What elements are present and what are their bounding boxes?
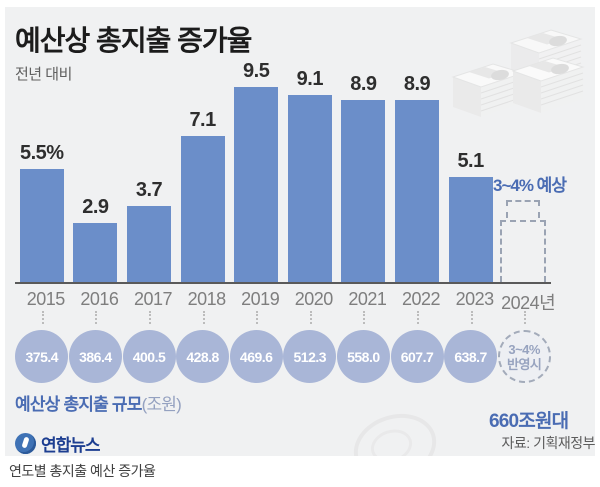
bar-value-label-2020: 9.1: [296, 68, 324, 90]
bar-value-label-2016: 2.9: [82, 196, 109, 218]
expenditure-circle-2020: 512.3: [283, 330, 337, 383]
year-label-2020: 2020: [294, 289, 334, 309]
bar-2016: [73, 223, 118, 282]
tick-2018: [202, 311, 205, 324]
year-label-2017: 2017: [133, 289, 173, 309]
forecast-range-upper-dashed-box: [506, 200, 540, 218]
yonhap-logo-icon: [15, 433, 36, 454]
forecast-circle: 3~4% 반영시: [497, 330, 551, 383]
x-axis-line: [15, 282, 551, 284]
bar-2020: [287, 95, 332, 282]
expenditure-circle-2021: 558.0: [336, 330, 390, 383]
year-label-2015: 2015: [26, 289, 66, 309]
expenditure-series-label-unit: (조원): [141, 395, 182, 414]
tick-2023: [470, 311, 473, 324]
bar-chart-plot: 3~4% 예상 5.5% 2015 375.4 2.9 2016 386.4 3.7 2017…: [5, 7, 595, 456]
bar-2023: [448, 177, 493, 282]
bar-value-label-2015: 5.5%: [20, 142, 64, 164]
bar-value-label-2019: 9.5: [243, 60, 270, 82]
tick-2016: [95, 311, 98, 324]
year-label-2022: 2022: [401, 289, 441, 309]
year-label-2021: 2021: [348, 289, 387, 309]
bar-value-label-2022: 8.9: [403, 73, 431, 95]
chart-panel: 예산상 총지출 증가율 전년 대비: [5, 7, 595, 456]
image-caption: 연도별 총지출 예산 증가율: [9, 463, 156, 479]
expenditure-circle-2018: 428.8: [176, 330, 230, 383]
expenditure-circle-2022: 607.7: [390, 330, 444, 383]
bar-value-label-2017: 3.7: [135, 179, 163, 201]
bar-2017: [127, 206, 171, 282]
bar-value-label-2021: 8.9: [350, 73, 377, 95]
bar-2019: [234, 87, 279, 282]
tick-2021: [363, 311, 366, 324]
expenditure-circle-2015: 375.4: [15, 330, 69, 383]
year-label-2023: 2023: [455, 289, 495, 309]
data-source: 자료: 기획재정부: [501, 435, 595, 451]
year-label-2024년: 2024년: [501, 293, 556, 313]
year-label-2016: 2016: [80, 289, 119, 309]
expenditure-circle-2016: 386.4: [68, 330, 122, 383]
tick-2017: [149, 311, 151, 324]
forecast-label: 3~4% 예상: [493, 176, 567, 195]
tick-2024년: [524, 311, 527, 324]
year-label-2018: 2018: [187, 289, 227, 309]
yonhap-news-logo: 연합뉴스: [15, 431, 101, 456]
forecast-range-lower-dashed-box: [500, 220, 546, 282]
expenditure-circle-2023: 638.7: [444, 330, 498, 383]
tick-2019: [256, 311, 259, 324]
expenditure-series-label-main: 예산상 총지출 규모: [15, 395, 142, 414]
bar-2018: [180, 136, 225, 282]
bar-2021: [341, 100, 386, 282]
bar-value-label-2023: 5.1: [457, 150, 484, 172]
bar-value-label-2018: 7.1: [189, 109, 216, 131]
expenditure-circle-2019: 469.6: [229, 330, 283, 383]
tick-2020: [309, 311, 312, 324]
expenditure-series-label: 예산상 총지출 규모(조원): [15, 390, 182, 415]
expenditure-circle-2017: 400.5: [122, 330, 176, 383]
chart-subtitle: 전년 대비: [15, 66, 72, 83]
tick-2015: [41, 311, 44, 324]
tick-2022: [417, 311, 419, 324]
bar-2015: [19, 169, 64, 282]
bar-2022: [395, 100, 439, 282]
yonhap-logo-text: 연합뉴스: [41, 436, 101, 455]
banknote-stacks-illustration: [451, 29, 585, 117]
chart-title: 예산상 총지출 증가율: [15, 25, 252, 56]
forecast-total-amount: 660조원대: [489, 411, 569, 432]
year-label-2019: 2019: [241, 289, 280, 309]
